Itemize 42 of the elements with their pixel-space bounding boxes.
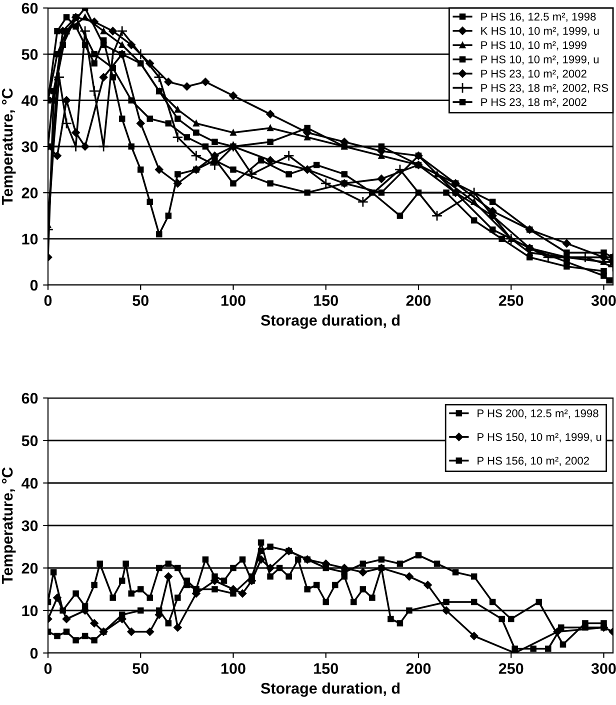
legend-label: P HS 200, 12.5 m², 1998 (478, 409, 598, 419)
y-tick-label: 20 (22, 562, 38, 574)
y-tick-label: 40 (22, 478, 38, 489)
legend-label: P HS 156, 10 m², 2002 (478, 456, 589, 466)
x-tick-label: 300 (591, 663, 616, 674)
x-tick-label: 50 (132, 663, 148, 674)
x-axis-title: Storage duration, d (260, 682, 400, 697)
x-axis-title: Storage duration, d (260, 314, 400, 329)
y-tick-label: 40 (22, 95, 38, 106)
y-tick-label: 60 (22, 2, 38, 14)
x-tick-label: 250 (498, 295, 524, 306)
legend-label: P HS 23, 18 m², 2002 (481, 98, 586, 108)
x-tick-label: 100 (221, 295, 246, 306)
x-tick-label: 0 (44, 295, 52, 306)
x-tick-label: 200 (406, 295, 431, 306)
legend-label: K HS 10, 10 m², 1999, u (481, 26, 599, 36)
y-axis-title: Temperature, °C (2, 467, 16, 584)
legend-label: P HS 16, 12.5 m², 1998 (481, 12, 596, 22)
y-tick-label: 60 (22, 392, 38, 404)
legend-label: P HS 23, 18 m², 2002, RS (481, 84, 608, 94)
x-tick-label: 100 (221, 663, 246, 674)
x-tick-label: 200 (406, 663, 431, 674)
y-tick-label: 20 (22, 188, 38, 198)
x-tick-label: 150 (314, 295, 338, 306)
y-tick-label: 50 (22, 49, 38, 60)
x-tick-label: 300 (591, 295, 616, 306)
x-tick-label: 250 (498, 663, 524, 674)
y-tick-label: 0 (30, 280, 38, 291)
y-tick-label: 10 (22, 605, 38, 616)
x-tick-label: 0 (44, 663, 52, 674)
y-tick-label: 50 (22, 435, 38, 446)
legend-label: P HS 23, 10 m², 2002 (481, 70, 586, 79)
legend-label: P HS 10, 10 m², 1999, u (481, 55, 599, 65)
x-tick-label: 150 (314, 663, 338, 674)
y-tick-label: 30 (22, 520, 38, 532)
y-axis-title: Temperature, °C (2, 88, 16, 205)
y-tick-label: 0 (30, 648, 38, 659)
y-tick-label: 10 (22, 234, 38, 245)
legend-label: P HS 10, 10 m², 1999 (481, 41, 586, 50)
x-tick-label: 50 (132, 295, 148, 306)
legend-label: P HS 150, 10 m², 1999, u (478, 433, 602, 442)
y-tick-label: 30 (22, 141, 38, 152)
